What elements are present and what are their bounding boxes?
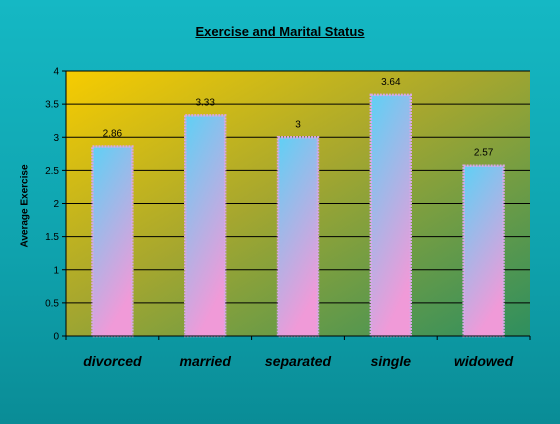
data-label-separated: 3	[295, 119, 301, 130]
data-label-widowed: 2.57	[474, 148, 494, 159]
data-label-divorced: 2.86	[103, 129, 123, 140]
bar-widowed	[462, 164, 505, 338]
y-tick-label: 0.5	[45, 298, 59, 309]
y-tick-label: 2.5	[45, 166, 59, 177]
bar-separated	[276, 136, 320, 338]
data-label-married: 3.33	[195, 97, 215, 108]
x-tick-label-separated: separated	[265, 353, 332, 369]
y-tick-label: 1.5	[45, 232, 59, 243]
x-tick-label-divorced: divorced	[83, 353, 142, 369]
x-tick-label-single: single	[371, 353, 412, 369]
bar-divorced	[91, 145, 134, 338]
y-tick-label: 3.5	[45, 100, 59, 111]
data-label-single: 3.64	[381, 77, 401, 88]
y-tick-label: 0	[53, 332, 59, 343]
x-tick-label-married: married	[180, 353, 232, 369]
y-tick-label: 1	[53, 265, 59, 276]
chart-title: Exercise and Marital Status	[195, 24, 365, 39]
x-tick-label-widowed: widowed	[454, 353, 514, 369]
bar-single	[369, 93, 413, 338]
bar-married	[183, 114, 227, 338]
y-tick-label: 3	[53, 133, 59, 144]
y-tick-label: 2	[53, 199, 59, 210]
y-tick-label: 4	[53, 67, 59, 78]
